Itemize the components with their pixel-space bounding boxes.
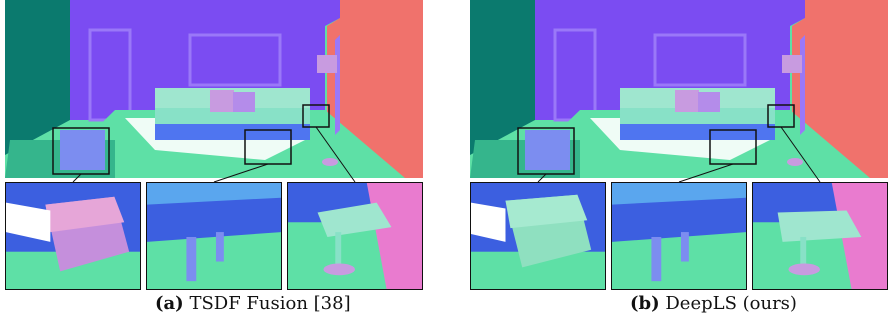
sofa-front	[155, 124, 310, 140]
sofa-cushion	[210, 90, 234, 112]
picture-frame	[653, 33, 747, 87]
lamp-shade	[782, 55, 802, 73]
left-wall	[5, 0, 70, 155]
zoom-crop-lamp-base	[287, 182, 423, 290]
zoom-crop-sofa-leg	[146, 182, 282, 290]
pillow	[525, 130, 570, 170]
lamp-pole	[800, 35, 805, 135]
caption-b-text: DeepLS (ours)	[665, 293, 797, 314]
zoom-crop-pillow	[5, 182, 141, 290]
lamp-pole	[335, 35, 340, 135]
sofa-cushion	[675, 90, 699, 112]
caption-a-text: TSDF Fusion [38]	[189, 293, 351, 314]
panel-deepls	[470, 0, 888, 296]
normal-map-scene	[470, 0, 888, 178]
zoom-crop-pillow	[470, 182, 606, 290]
lamp-shade	[317, 55, 337, 73]
sofa-seat	[620, 108, 775, 126]
scene-render-tsdf	[5, 0, 423, 178]
zoom-crop-sofa-leg	[611, 182, 747, 290]
sofa-seat	[155, 108, 310, 126]
panel-tsdf-fusion	[5, 0, 423, 296]
caption-a: (a) TSDF Fusion [38]	[155, 293, 351, 314]
sofa-front	[620, 124, 775, 140]
caption-b-label: (b)	[630, 293, 660, 314]
caption-a-label: (a)	[155, 293, 184, 314]
scene-render-deepls	[470, 0, 888, 178]
zoom-crop-lamp-base	[752, 182, 888, 290]
picture-frame	[188, 33, 282, 87]
left-wall	[470, 0, 535, 155]
normal-map-scene	[5, 0, 423, 178]
pillow	[60, 130, 105, 170]
caption-b: (b) DeepLS (ours)	[630, 293, 797, 314]
